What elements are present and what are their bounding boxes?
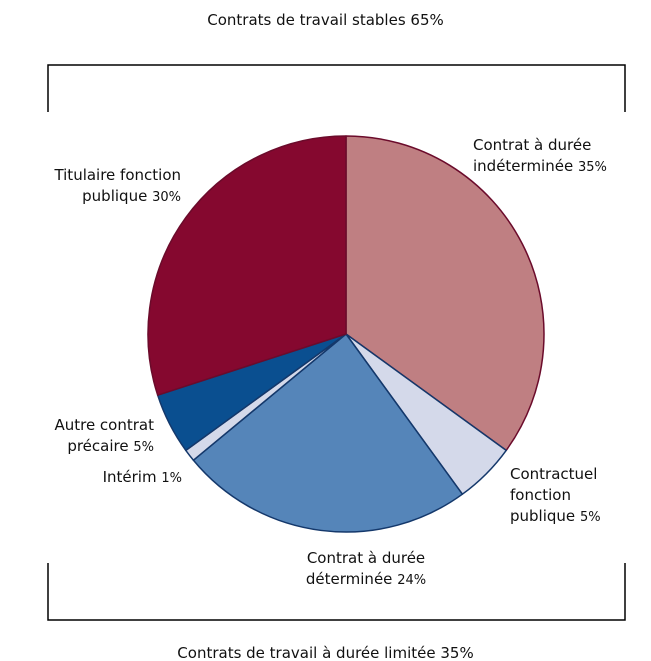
category: Intérim: [102, 468, 157, 486]
slice-label: Contrat à durée déterminée 24%: [276, 548, 456, 591]
bottom-annotation: Contrats de travail à durée limitée 35%: [177, 644, 474, 661]
slice-label: Contrat à durée indéterminée 35%: [473, 135, 648, 178]
top-bracket: [47, 64, 626, 112]
category: Contrat à durée indéterminée: [473, 136, 592, 175]
top-annotation: Contrats de travail stables 65%: [207, 11, 444, 29]
slice-label: Autre contrat précaire 5%: [13, 415, 154, 458]
category: Contrat à durée déterminée: [305, 549, 426, 588]
bottom-bracket: [47, 563, 626, 621]
slice: [192, 333, 464, 533]
value-label: 35%: [577, 160, 607, 175]
slice-label: Intérim 1%: [62, 467, 182, 489]
slice: [147, 135, 347, 396]
brackets: [47, 64, 626, 621]
value-label: 1%: [161, 471, 182, 486]
slice: [345, 135, 545, 452]
value-label: 5%: [133, 440, 154, 455]
slice-label: Titulaire fonction publique 30%: [0, 165, 181, 208]
value-label: 24%: [397, 573, 427, 588]
value-label: 30%: [152, 190, 181, 205]
category: Contractuel fonction publique: [510, 465, 598, 525]
category: Autre contrat précaire: [54, 416, 154, 455]
slices: [147, 135, 545, 533]
value-label: 5%: [579, 510, 601, 525]
category: Titulaire fonction publique: [54, 166, 181, 205]
slice-label: Contractuel fonction publique 5%: [510, 464, 620, 528]
